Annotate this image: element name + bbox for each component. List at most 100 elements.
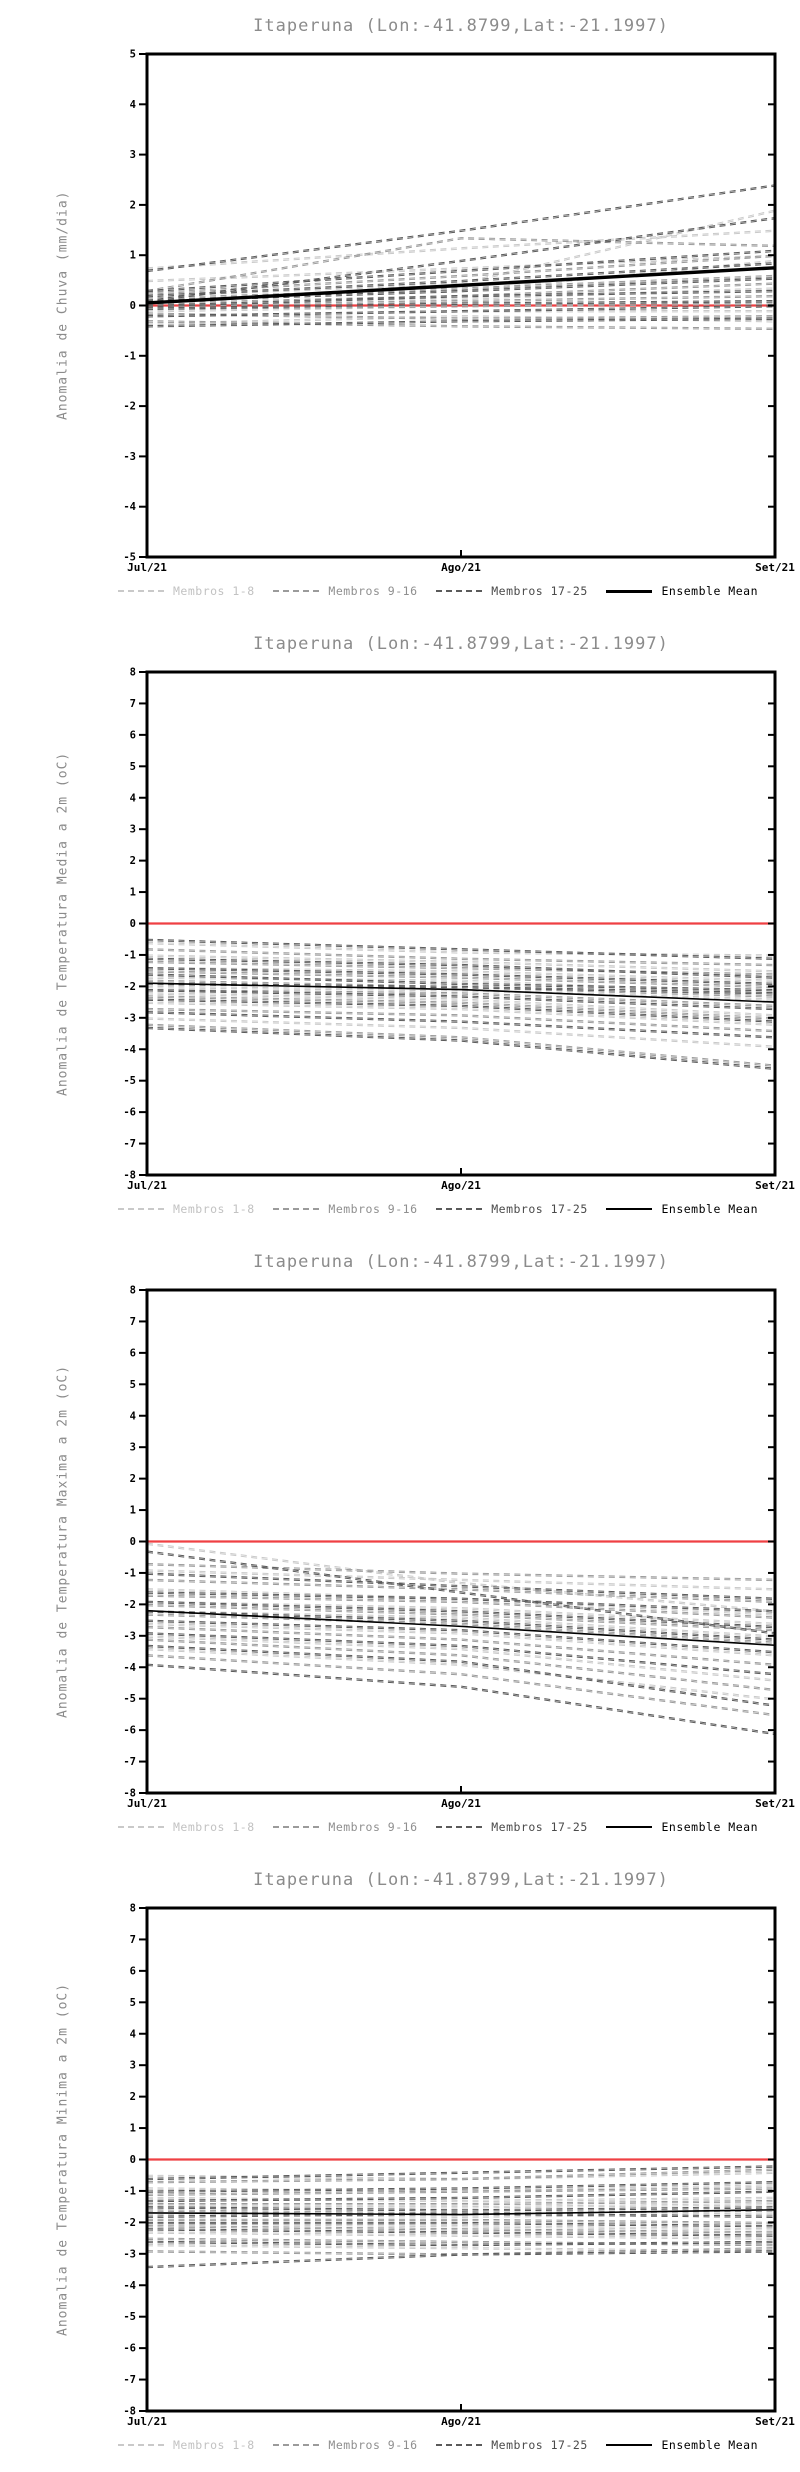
legend-item-ensemble-mean: Ensemble Mean	[606, 2438, 758, 2452]
dashed-line-sample	[436, 1826, 483, 1828]
svg-text:5: 5	[130, 761, 136, 773]
legend-item-membros-17-25: Membros 17-25	[436, 1820, 588, 1834]
svg-text:-3: -3	[123, 1012, 136, 1024]
svg-text:-7: -7	[123, 2374, 136, 2386]
svg-text:5: 5	[130, 1379, 136, 1391]
svg-text:2: 2	[130, 2091, 136, 2103]
svg-text:-7: -7	[123, 1756, 136, 1768]
legend-item-ensemble-mean: Ensemble Mean	[606, 1202, 758, 1216]
legend-item-ensemble-mean: Ensemble Mean	[606, 1820, 758, 1834]
svg-text:8: 8	[130, 667, 136, 679]
legend-item-membros-17-25: Membros 17-25	[436, 1202, 588, 1216]
dashed-line-sample	[436, 1208, 483, 1210]
legend-label: Membros 1-8	[173, 1202, 255, 1216]
x-tick-label: Jul/21	[127, 1179, 167, 1192]
svg-text:1: 1	[130, 1505, 136, 1517]
svg-text:1: 1	[130, 250, 136, 262]
solid-line-sample	[606, 589, 653, 593]
svg-text:-5: -5	[123, 2311, 136, 2323]
chart-title: Itaperuna (Lon:-41.8799,Lat:-21.1997)	[253, 16, 669, 36]
svg-text:-1: -1	[123, 350, 136, 362]
svg-text:0: 0	[130, 300, 136, 312]
svg-text:-6: -6	[123, 1725, 136, 1737]
dashed-line-sample	[273, 2444, 320, 2446]
solid-line-sample	[606, 1826, 653, 1828]
chart-title: Itaperuna (Lon:-41.8799,Lat:-21.1997)	[253, 1252, 669, 1272]
legend-label: Ensemble Mean	[661, 584, 758, 598]
svg-text:-5: -5	[123, 1693, 136, 1705]
legend: Membros 1-8 Membros 9-16 Membros 17-25 E…	[118, 584, 758, 598]
chart-panel-chuva: Itaperuna (Lon:-41.8799,Lat:-21.1997) An…	[0, 0, 800, 618]
legend-item-membros-9-16: Membros 9-16	[273, 584, 417, 598]
legend-label: Membros 1-8	[173, 1820, 255, 1834]
svg-text:-7: -7	[123, 1138, 136, 1150]
svg-text:4: 4	[130, 99, 136, 111]
svg-text:8: 8	[130, 1285, 136, 1297]
legend-item-membros-9-16: Membros 9-16	[273, 2438, 417, 2452]
legend-label: Ensemble Mean	[661, 1820, 758, 1834]
svg-text:-6: -6	[123, 2343, 136, 2355]
dashed-line-sample	[436, 590, 483, 592]
dashed-line-sample	[273, 1826, 320, 1828]
svg-text:6: 6	[130, 1347, 136, 1359]
x-tick-label: Set/21	[755, 1179, 795, 1192]
svg-text:3: 3	[130, 824, 136, 836]
legend-item-membros-9-16: Membros 9-16	[273, 1202, 417, 1216]
svg-text:-3: -3	[123, 2248, 136, 2260]
svg-text:-2: -2	[123, 981, 136, 993]
svg-text:0: 0	[130, 918, 136, 930]
legend-item-membros-17-25: Membros 17-25	[436, 2438, 588, 2452]
dashed-line-sample	[436, 2444, 483, 2446]
legend-label: Ensemble Mean	[661, 1202, 758, 1216]
legend-item-membros-1-8: Membros 1-8	[118, 1202, 255, 1216]
legend-label: Membros 9-16	[328, 584, 418, 598]
svg-text:5: 5	[130, 49, 136, 61]
legend-item-membros-1-8: Membros 1-8	[118, 1820, 255, 1834]
svg-text:-1: -1	[123, 949, 136, 961]
solid-line-sample	[606, 2444, 653, 2446]
svg-text:4: 4	[130, 2028, 136, 2040]
chart-title: Itaperuna (Lon:-41.8799,Lat:-21.1997)	[253, 634, 669, 654]
legend-item-membros-17-25: Membros 17-25	[436, 584, 588, 598]
legend-item-membros-9-16: Membros 9-16	[273, 1820, 417, 1834]
x-tick-label: Set/21	[755, 561, 795, 574]
legend: Membros 1-8 Membros 9-16 Membros 17-25 E…	[118, 2438, 758, 2452]
x-tick-label: Jul/21	[127, 1797, 167, 1810]
x-tick-label: Set/21	[755, 1797, 795, 1810]
svg-text:1: 1	[130, 2123, 136, 2135]
legend: Membros 1-8 Membros 9-16 Membros 17-25 E…	[118, 1820, 758, 1834]
legend-label: Ensemble Mean	[661, 2438, 758, 2452]
legend-label: Membros 17-25	[491, 1820, 588, 1834]
legend-label: Membros 9-16	[328, 2438, 418, 2452]
svg-text:2: 2	[130, 855, 136, 867]
svg-text:0: 0	[130, 1536, 136, 1548]
svg-text:-1: -1	[123, 2185, 136, 2197]
svg-text:-8: -8	[123, 2406, 136, 2418]
svg-text:-5: -5	[123, 552, 136, 564]
x-tick-label: Ago/21	[441, 1179, 481, 1192]
svg-text:-4: -4	[123, 501, 136, 513]
x-tick-label: Jul/21	[127, 2415, 167, 2428]
x-tick-label: Set/21	[755, 2415, 795, 2428]
x-tick-label: Ago/21	[441, 561, 481, 574]
x-tick-label: Ago/21	[441, 2415, 481, 2428]
svg-text:6: 6	[130, 1965, 136, 1977]
legend-label: Membros 17-25	[491, 1202, 588, 1216]
svg-text:-2: -2	[123, 401, 136, 413]
svg-text:-3: -3	[123, 451, 136, 463]
svg-text:-2: -2	[123, 2217, 136, 2229]
svg-text:7: 7	[130, 698, 136, 710]
svg-text:3: 3	[130, 149, 136, 161]
plot-area: -8 -7 -6 -5 -4 -3 -2 -1 0 1 2 3 4 5 6 7 8	[123, 1285, 777, 1800]
svg-text:3: 3	[130, 2060, 136, 2072]
chart-panel-temp-maxima: Itaperuna (Lon:-41.8799,Lat:-21.1997) An…	[0, 1236, 800, 1854]
dashed-line-sample	[273, 590, 320, 592]
svg-text:-3: -3	[123, 1630, 136, 1642]
svg-text:-2: -2	[123, 1599, 136, 1611]
svg-text:8: 8	[130, 1903, 136, 1915]
chart-title: Itaperuna (Lon:-41.8799,Lat:-21.1997)	[253, 1870, 669, 1890]
svg-text:7: 7	[130, 1316, 136, 1328]
svg-text:6: 6	[130, 729, 136, 741]
legend: Membros 1-8 Membros 9-16 Membros 17-25 E…	[118, 1202, 758, 1216]
x-tick-label: Ago/21	[441, 1797, 481, 1810]
